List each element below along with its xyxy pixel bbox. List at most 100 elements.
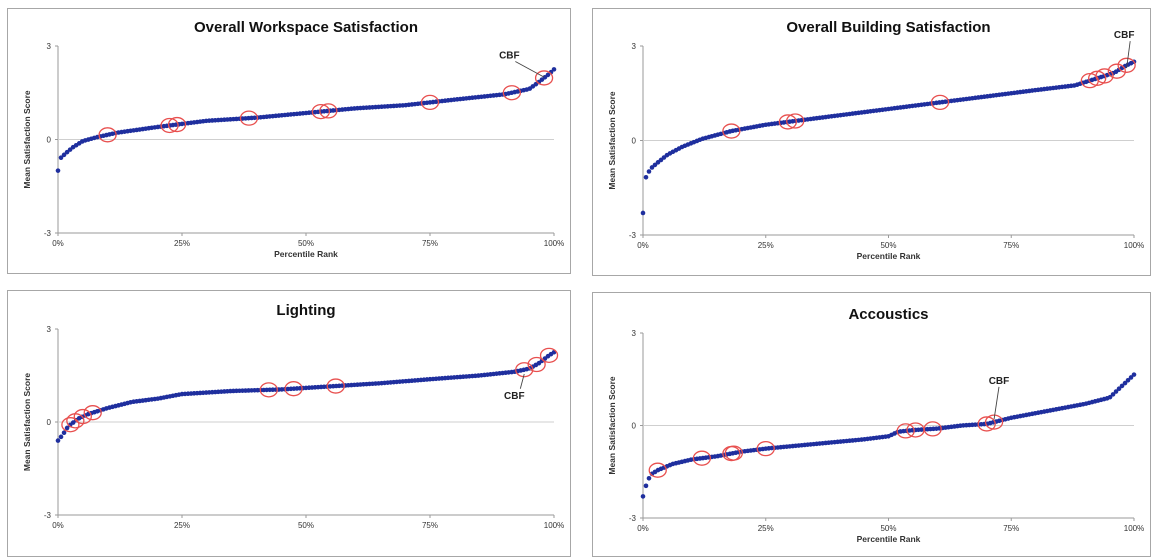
- x-tick-label: 50%: [880, 524, 896, 533]
- x-tick-label: 50%: [880, 241, 896, 250]
- chart-panel-overall-building: Overall Building Satisfaction 3 0 -3 0% 25% 50…: [592, 8, 1151, 276]
- y-axis-label: Mean Satisfaction Score: [607, 91, 617, 190]
- highlight-marker: [756, 440, 775, 457]
- data-point: [649, 165, 655, 170]
- highlight-marker: [420, 94, 440, 111]
- data-point: [1128, 375, 1134, 380]
- data-point: [58, 434, 64, 440]
- cbf-annotation: CBF: [1114, 30, 1135, 41]
- chart-title: Accoustics: [848, 306, 928, 323]
- data-point: [1110, 392, 1116, 397]
- data-point: [1119, 383, 1125, 389]
- data-point: [64, 425, 70, 431]
- data-point: [58, 155, 64, 160]
- chart-svg: Accoustics 3 0 -30% 25% 50% 75% 100% Percentile …: [607, 306, 1144, 544]
- x-tick-label: 100%: [1124, 524, 1144, 533]
- data-point: [1113, 389, 1119, 394]
- highlight-marker: [160, 117, 179, 134]
- data-point: [1122, 380, 1128, 386]
- data-point: [551, 67, 557, 72]
- x-tick-label: 0%: [637, 241, 649, 250]
- chart-title: Lighting: [276, 302, 335, 319]
- highlight-marker: [534, 70, 554, 86]
- x-tick-label: 25%: [758, 241, 774, 250]
- data-point: [643, 174, 649, 180]
- highlight-marker: [1095, 68, 1114, 84]
- highlight-marker: [83, 405, 102, 421]
- data-point: [55, 438, 61, 443]
- x-tick-label: 25%: [174, 239, 190, 248]
- data-point: [545, 72, 551, 78]
- data-point: [61, 152, 67, 158]
- highlight-marker: [319, 103, 338, 119]
- y-axis-label: Mean Satisfaction Score: [22, 90, 32, 189]
- chart-panel-lighting: Lighting 3 0 -3 0% 25% 50% 75% 100% Mean Satisfac…: [7, 290, 571, 557]
- x-tick-label: 100%: [1124, 241, 1144, 250]
- data-point: [646, 475, 652, 481]
- y-tick-label: -3: [629, 231, 637, 240]
- y-tick-label: 0: [47, 136, 52, 145]
- chart-panel-accoustics: Accoustics 3 0 -3 0% 25% 50% 75% 100% Percentile …: [592, 292, 1151, 557]
- data-point: [61, 430, 67, 435]
- data-point: [67, 147, 73, 152]
- chart-svg: Overall Workspace Satisfaction 3 0 -30% 25% 5…: [22, 19, 564, 259]
- x-tick-label: 50%: [298, 521, 314, 530]
- chart-svg: Overall Building Satisfaction 3 0 -30% 25% 50…: [607, 19, 1144, 261]
- data-point: [1131, 372, 1137, 377]
- data-point: [1107, 394, 1113, 400]
- x-tick-label: 50%: [298, 239, 314, 248]
- x-tick-label: 75%: [1003, 241, 1019, 250]
- highlight-marker: [539, 347, 559, 363]
- cbf-pointer: [515, 61, 545, 78]
- highlight-marker: [896, 423, 915, 439]
- highlight-marker: [648, 462, 667, 478]
- y-tick-label: -3: [44, 229, 52, 238]
- x-tick-label: 0%: [52, 239, 64, 248]
- y-tick-label: -3: [629, 514, 637, 523]
- highlight-marker: [73, 408, 92, 425]
- highlight-marker: [515, 362, 534, 378]
- highlight-marker: [239, 110, 259, 126]
- highlight-marker: [724, 445, 743, 461]
- y-tick-label: 3: [632, 42, 637, 51]
- highlight-marker: [1088, 70, 1107, 86]
- cbf-annotation: CBF: [504, 391, 525, 402]
- data-point: [64, 149, 70, 155]
- highlight-marker: [786, 113, 805, 129]
- y-tick-label: -3: [44, 511, 52, 520]
- chart-title: Overall Building Satisfaction: [786, 19, 990, 36]
- cbf-annotation: CBF: [499, 50, 520, 61]
- y-tick-label: 3: [47, 42, 52, 51]
- highlight-marker: [984, 414, 1004, 430]
- y-axis-label: Mean Satisfaction Score: [607, 376, 617, 475]
- x-tick-label: 25%: [174, 521, 190, 530]
- x-tick-label: 75%: [422, 521, 438, 530]
- highlight-marker: [923, 421, 942, 437]
- y-tick-label: 0: [632, 137, 637, 146]
- x-axis-label: Percentile Rank: [857, 534, 921, 544]
- x-tick-label: 100%: [544, 521, 564, 530]
- x-axis-label: Percentile Rank: [274, 249, 338, 259]
- highlight-marker: [311, 103, 331, 120]
- highlight-marker: [167, 116, 187, 133]
- x-tick-label: 25%: [758, 524, 774, 533]
- data-point: [646, 169, 652, 174]
- highlight-marker: [1117, 57, 1136, 73]
- highlight-marker: [977, 416, 996, 432]
- highlight-marker: [527, 356, 546, 373]
- y-axis-label: Mean Satisfaction Score: [22, 373, 32, 472]
- highlight-marker: [326, 378, 345, 394]
- x-tick-label: 75%: [1003, 524, 1019, 533]
- x-axis-label: Percentile Rank: [857, 251, 921, 261]
- x-tick-label: 75%: [422, 239, 438, 248]
- data-point: [1116, 386, 1122, 392]
- highlight-marker: [284, 381, 303, 397]
- highlight-marker: [502, 85, 521, 101]
- cbf-pointer: [993, 386, 1000, 420]
- highlight-marker: [930, 94, 950, 111]
- chart-title: Overall Workspace Satisfaction: [194, 19, 418, 36]
- chart-svg: Lighting 3 0 -30% 25% 50% 75% 100% Mean Satisfac…: [22, 302, 564, 530]
- highlight-marker: [98, 127, 117, 143]
- highlight-marker: [722, 123, 741, 139]
- highlight-marker: [259, 382, 278, 398]
